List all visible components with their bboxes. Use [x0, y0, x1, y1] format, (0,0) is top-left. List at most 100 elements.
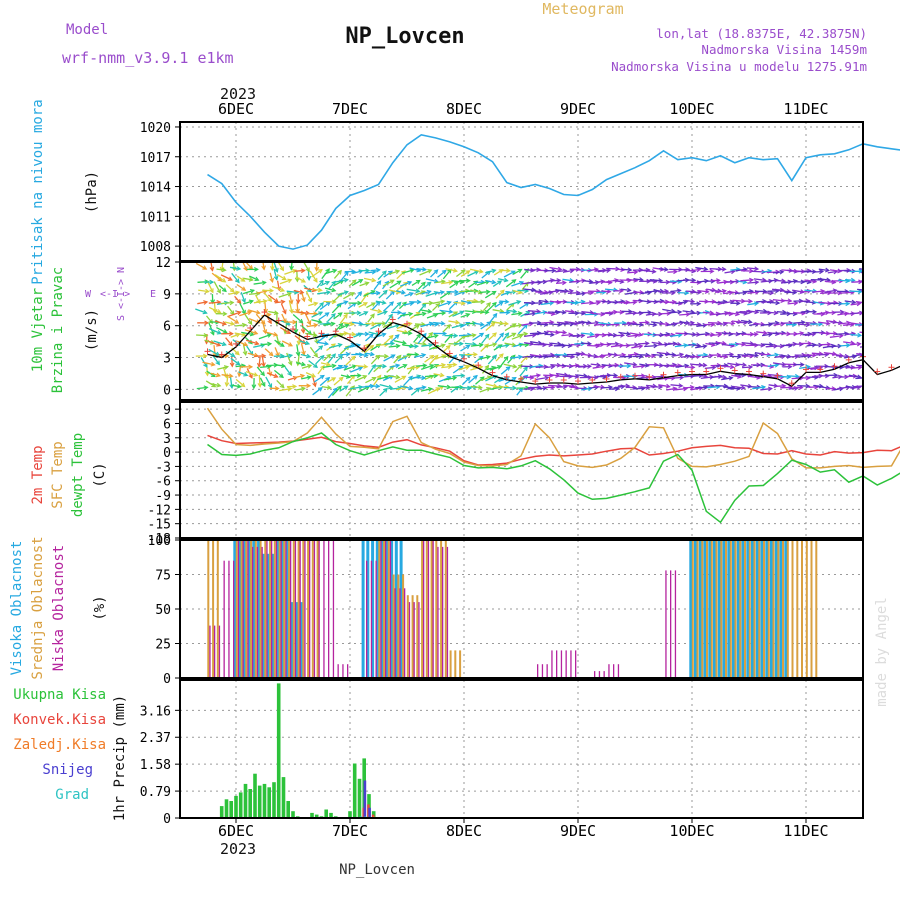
wind-arrow-head [883, 310, 887, 314]
total-rain-bar [272, 782, 276, 818]
low-cloud-bar [613, 664, 614, 678]
y-tick-label: 6 [163, 417, 171, 432]
low-cloud-bar [376, 561, 377, 678]
snow-bar [364, 781, 367, 819]
y-tick-label: 1020 [140, 121, 171, 136]
wind-arrow [885, 270, 895, 271]
y-tick-label: -12 [148, 503, 171, 518]
mid-cloud-bar [236, 540, 238, 678]
mid-cloud-bar [298, 540, 300, 678]
wind-arrow [893, 331, 900, 333]
mid-cloud-bar [378, 540, 380, 678]
precip-legend: Ukupna Kisa Konvek.Kisa Zaledj.Kisa Snij… [13, 687, 128, 821]
total-rain-bar [282, 777, 286, 818]
model-label: Model [66, 22, 108, 38]
total-rain-bar [258, 786, 262, 818]
total-rain-bar [225, 799, 229, 818]
y-tick-label: 12 [155, 256, 171, 271]
chart-title: NP_Lovcen [345, 24, 464, 49]
model-elevation-text: Nadmorska Visina u modelu 1275.91m [611, 59, 867, 74]
low-cloud-bar [304, 540, 305, 678]
wind-arrow-head [891, 323, 895, 327]
mid-cloud-bar [744, 540, 746, 678]
low-cloud-bar [219, 626, 220, 678]
mid-cloud-bar [754, 540, 756, 678]
wind-arrow-head [896, 321, 900, 325]
wind-arrow [535, 292, 548, 293]
precip-legend-hail: Grad [55, 787, 89, 803]
wind-arrow-head [890, 280, 894, 284]
mid-cloud-bar [207, 540, 209, 678]
wind-arrow-head [870, 279, 874, 283]
wind-arrow [870, 335, 882, 336]
wind-arrow [870, 271, 880, 273]
wind-arrow-head [870, 321, 874, 325]
low-cloud-bar [295, 540, 296, 678]
wind-arrow [890, 387, 900, 388]
bottom-day-label: 9DEC [560, 822, 596, 840]
bottom-day-label: 10DEC [669, 822, 714, 840]
low-cloud-bar [447, 547, 448, 678]
mid-cloud-bar [787, 540, 789, 678]
mid-cloud-bar [763, 540, 765, 678]
y-tick-label: 1.58 [140, 758, 171, 773]
mid-cloud-bar [312, 540, 314, 678]
wind-arrow-head [884, 331, 888, 335]
wind-arrow-head [865, 280, 869, 284]
low-cloud-bar [561, 650, 562, 678]
y-tick-label: 9 [163, 288, 171, 303]
low-cloud-bar [414, 602, 415, 678]
low-cloud-bar [542, 664, 543, 678]
low-cloud-bar [608, 664, 609, 678]
mid-cloud-bar [801, 540, 803, 678]
low-cloud-bar [309, 540, 310, 678]
wind-arrow-head [883, 374, 887, 378]
y-tick-label: 50 [155, 603, 171, 618]
wind-arrow-head [889, 387, 893, 391]
wind-arrow-head [872, 375, 876, 379]
wind-arrow [855, 324, 867, 325]
low-cloud-bar [547, 664, 548, 678]
low-cloud-bar [594, 671, 595, 678]
mid-cloud-bar [692, 540, 694, 678]
temp-2m-label: 2m Temp [30, 445, 46, 504]
precip-legend-snow: Snijeg [42, 762, 93, 778]
temp-dewpt-label: dewpt Temp [70, 433, 86, 517]
mid-cloud-bar [288, 540, 290, 678]
wind-arrow [872, 283, 881, 284]
wind-arrow [606, 324, 619, 325]
wind-arrow [877, 366, 886, 367]
low-cloud-bar [209, 626, 210, 678]
wind-arrow [472, 302, 485, 303]
mid-cloud-bar [421, 540, 423, 678]
wind-compass-n: N [116, 267, 127, 273]
top-day-label: 9DEC [560, 100, 596, 118]
low-cloud-bar [323, 540, 324, 678]
wind-title-label: 10m Vjetar [30, 288, 46, 372]
low-cloud-bar [604, 671, 605, 678]
wind-arrow [876, 376, 887, 377]
top-day-label: 7DEC [332, 100, 368, 118]
low-cloud-bar [395, 588, 396, 678]
wind-unit-label: (m/s) [84, 309, 100, 351]
low-cloud-bar [566, 650, 567, 678]
wind-arrow [893, 270, 900, 272]
wind-compass-arrow-h: <-I-> [100, 289, 130, 300]
mid-cloud-bar [796, 540, 798, 678]
wind-arrow [890, 292, 899, 293]
wind-arrow-head [870, 353, 874, 357]
low-cloud-bar [243, 540, 244, 678]
y-tick-label: 75 [155, 569, 171, 584]
wind-arrow-head [884, 321, 888, 325]
wind-arrow [854, 386, 867, 387]
mid-cloud-bar [393, 575, 395, 679]
wind-arrow [885, 292, 894, 293]
mid-cloud-bar [782, 540, 784, 678]
mid-cloud-bar [716, 540, 718, 678]
wind-arrow-head [872, 385, 876, 389]
y-tick-label: -6 [155, 475, 171, 490]
mid-cloud-bar [440, 540, 442, 678]
low-cloud-bar [418, 602, 419, 678]
mid-cloud-bar [777, 540, 779, 678]
mid-cloud-bar [307, 540, 309, 678]
